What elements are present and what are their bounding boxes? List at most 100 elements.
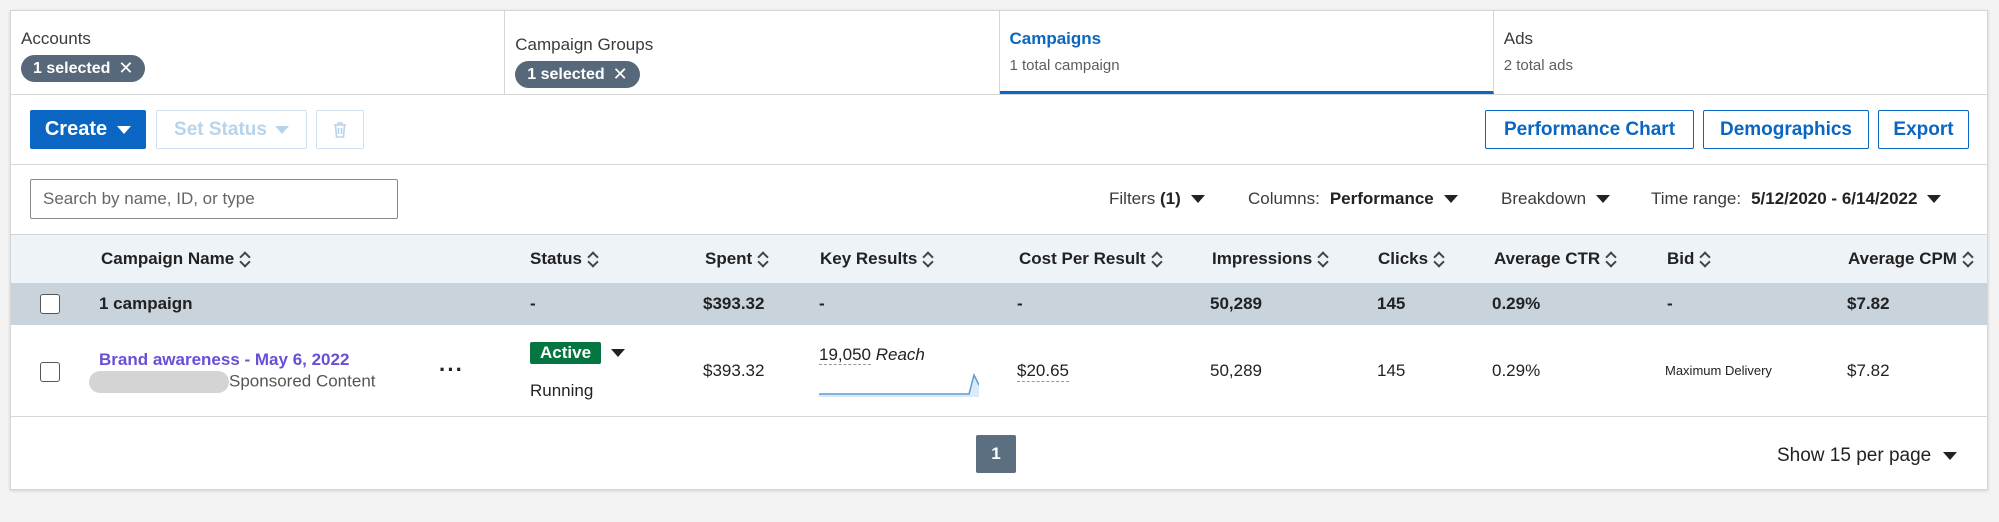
caret-down-icon [1443,195,1458,203]
column-header-campaign-name[interactable]: Campaign Name [101,249,250,269]
bid-value: Maximum Delivery [1665,363,1772,378]
sort-icon [1963,251,1973,267]
tab-accounts-title: Accounts [21,29,91,48]
close-icon[interactable]: ✕ [612,64,628,84]
caret-down-icon [117,125,132,134]
entity-tabs: Accounts 1 selected ✕ Campaign Groups 1 … [11,11,1987,95]
export-button[interactable]: Export [1878,110,1969,149]
select-all-checkbox[interactable] [40,294,60,314]
tab-campaigns-subtitle: 1 total campaign [1009,57,1120,74]
summary-cpm: $7.82 [1847,294,1890,313]
status-badge: Active [530,342,602,364]
tab-ads-subtitle: 2 total ads [1503,57,1573,74]
caret-down-icon [611,349,626,357]
create-button[interactable]: Create [30,110,146,149]
cost-per-result-value: $20.65 [1017,361,1069,382]
sort-icon [588,251,598,267]
toolbar: Create Set Status Performance Chart Demo… [11,95,1987,165]
set-status-label: Set Status [174,118,267,140]
tab-campaign-groups[interactable]: Campaign Groups 1 selected ✕ [505,11,1000,94]
close-icon[interactable]: ✕ [118,58,134,78]
sort-icon [1152,251,1162,267]
per-page-dropdown[interactable]: Show 15 per page [1777,445,1958,467]
status-control[interactable]: Active [530,342,626,364]
caret-down-icon [1927,195,1942,203]
summary-key-results: - [819,294,825,313]
trash-icon [334,121,346,138]
columns-value: Performance [1329,189,1434,208]
summary-clicks: 145 [1377,294,1406,313]
sort-icon [1434,251,1444,267]
tab-ads[interactable]: Ads 2 total ads [1494,11,1987,94]
chip-label: 1 selected [527,65,605,83]
performance-chart-button[interactable]: Performance Chart [1485,110,1694,149]
caret-down-icon [1596,195,1611,203]
ctr-value: 0.29% [1492,361,1541,380]
tab-accounts[interactable]: Accounts 1 selected ✕ [11,11,506,94]
row-checkbox[interactable] [40,362,60,382]
more-options-icon[interactable]: ··· [439,357,464,382]
column-header-status[interactable]: Status [530,249,598,269]
impressions-value: 50,289 [1210,361,1262,380]
columns-label: Columns: [1248,189,1320,208]
campaign-manager-panel: Accounts 1 selected ✕ Campaign Groups 1 … [10,10,1988,490]
breakdown-dropdown[interactable]: Breakdown [1501,189,1611,209]
summary-spent: $393.32 [703,294,765,313]
demographics-button[interactable]: Demographics [1703,110,1869,149]
set-status-button[interactable]: Set Status [156,110,307,149]
breakdown-label: Breakdown [1501,189,1587,208]
accounts-selected-chip[interactable]: 1 selected ✕ [21,55,146,82]
spent-value: $393.32 [703,361,765,380]
cpm-value: $7.82 [1847,361,1890,380]
sort-icon [240,251,250,267]
status-text: Running [530,381,594,400]
column-header-key-results[interactable]: Key Results [820,249,933,269]
column-header-cost-per-result[interactable]: Cost Per Result [1019,249,1162,269]
campaign-name-link[interactable]: Brand awareness - May 6, 2022 [99,350,350,369]
column-header-impressions[interactable]: Impressions [1212,249,1328,269]
summary-name: 1 campaign [99,294,193,313]
caret-down-icon [1943,452,1958,460]
page-1-button[interactable]: 1 [976,435,1016,473]
columns-dropdown[interactable]: Columns: Performance [1248,189,1458,209]
sort-icon [1318,251,1328,267]
sort-icon [1606,251,1616,267]
caret-down-icon [1190,195,1205,203]
tab-campaign-groups-title: Campaign Groups [515,35,654,54]
time-range-label: Time range: [1651,189,1742,208]
key-results-label: Reach [875,345,925,364]
summary-status: - [530,294,536,313]
summary-ctr: 0.29% [1492,294,1541,313]
key-results-value: 19,050 [819,345,871,365]
summary-cost-per-result: - [1017,294,1023,313]
search-input[interactable] [30,179,398,219]
chip-label: 1 selected [33,59,111,77]
column-header-bid[interactable]: Bid [1667,249,1710,269]
delete-button[interactable] [316,110,364,149]
column-header-spent[interactable]: Spent [705,249,768,269]
filter-bar: Filters (1) Columns: Performance Breakdo… [11,165,1987,235]
summary-bid: - [1667,294,1673,313]
table-header: Campaign Name Status Spent Key Results C… [11,235,1987,283]
summary-row: 1 campaign - $393.32 - - 50,289 145 0.29… [11,283,1987,325]
sort-icon [758,251,768,267]
time-range-dropdown[interactable]: Time range: 5/12/2020 - 6/14/2022 [1651,189,1942,209]
key-results: 19,050 Reach [819,345,925,365]
column-header-average-cpm[interactable]: Average CPM [1848,249,1973,269]
table-row: Brand awareness - May 6, 2022 Sponsored … [11,325,1987,417]
redacted-text [89,371,229,393]
sort-icon [1700,251,1710,267]
campaign-type: Sponsored Content [89,371,376,393]
reach-sparkline [819,372,979,397]
tab-ads-title: Ads [1503,29,1534,48]
clicks-value: 145 [1377,361,1406,380]
column-header-average-ctr[interactable]: Average CTR [1494,249,1616,269]
filters-label: Filters (1) [1109,189,1181,208]
campaign-groups-selected-chip[interactable]: 1 selected ✕ [515,61,640,88]
create-button-label: Create [44,118,108,140]
column-header-clicks[interactable]: Clicks [1378,249,1444,269]
tab-campaigns[interactable]: Campaigns 1 total campaign [999,11,1494,94]
filters-dropdown[interactable]: Filters (1) [1109,189,1205,209]
summary-impressions: 50,289 [1210,294,1262,313]
caret-down-icon [274,125,289,134]
